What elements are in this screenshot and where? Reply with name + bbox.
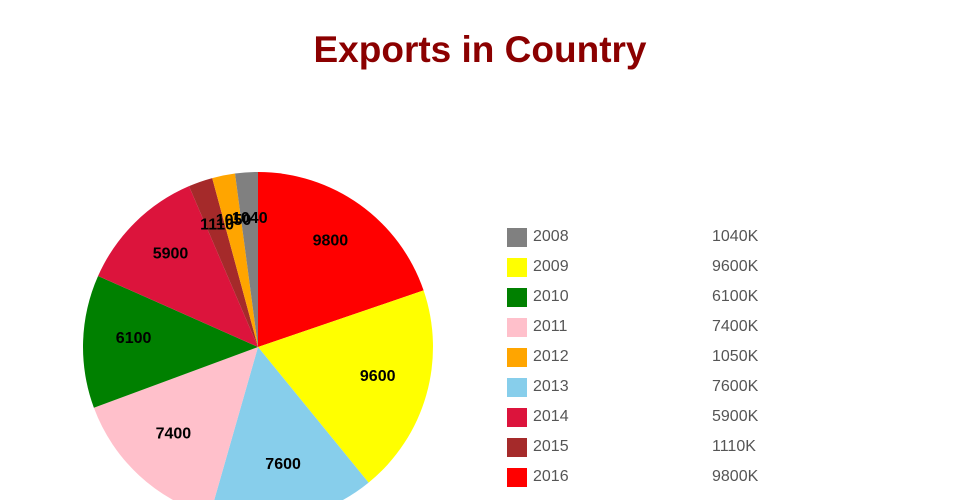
svg-text:1040: 1040 [232,210,268,227]
svg-text:1050: 1050 [216,212,252,229]
svg-text:6100: 6100 [116,330,152,347]
svg-text:9600: 9600 [360,368,396,385]
svg-text:7600: 7600 [265,456,301,473]
svg-text:1110: 1110 [200,216,234,233]
svg-text:7400: 7400 [156,425,192,442]
svg-text:9800: 9800 [313,233,349,250]
svg-text:5900: 5900 [153,245,189,262]
